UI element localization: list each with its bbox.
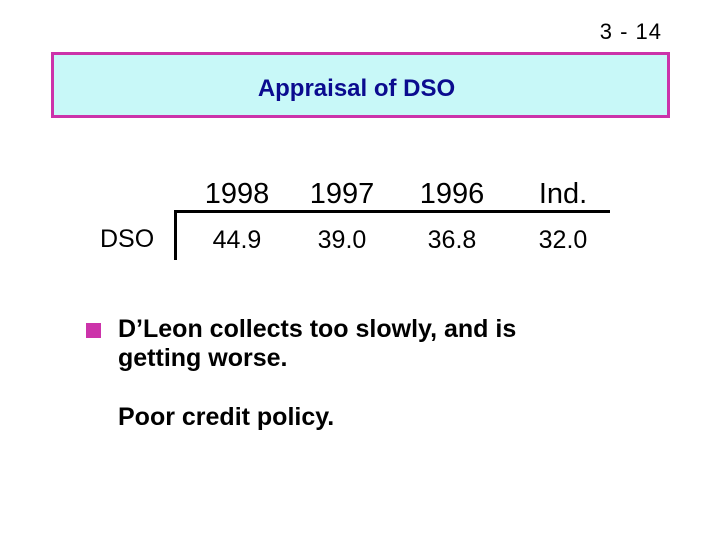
slide-title: Appraisal of DSO bbox=[257, 75, 456, 102]
dso-value-industry: 32.0 bbox=[538, 226, 588, 254]
column-header-1996: 1996 bbox=[419, 178, 485, 210]
square-bullet-icon bbox=[86, 323, 101, 338]
table-vertical-divider bbox=[174, 212, 177, 260]
bullet-sub: Poor credit policy. bbox=[118, 403, 335, 431]
column-header-industry: Ind. bbox=[538, 178, 588, 210]
dso-value-1996: 36.8 bbox=[427, 226, 477, 254]
column-header-1998: 1998 bbox=[204, 178, 270, 210]
bullet-main-line1: D’Leon collects too slowly, and is bbox=[118, 315, 517, 343]
dso-value-1997: 39.0 bbox=[317, 226, 367, 254]
title-box: Appraisal of DSO bbox=[51, 52, 670, 118]
bullet-main-line2: getting worse. bbox=[118, 344, 288, 372]
row-label-dso: DSO bbox=[100, 225, 155, 253]
table-horizontal-divider bbox=[174, 210, 610, 213]
slide-number: 3 - 14 bbox=[599, 19, 662, 44]
column-header-1997: 1997 bbox=[309, 178, 375, 210]
bullet-main: D’Leon collects too slowly, and is getti… bbox=[118, 315, 678, 373]
dso-value-1998: 44.9 bbox=[212, 226, 262, 254]
